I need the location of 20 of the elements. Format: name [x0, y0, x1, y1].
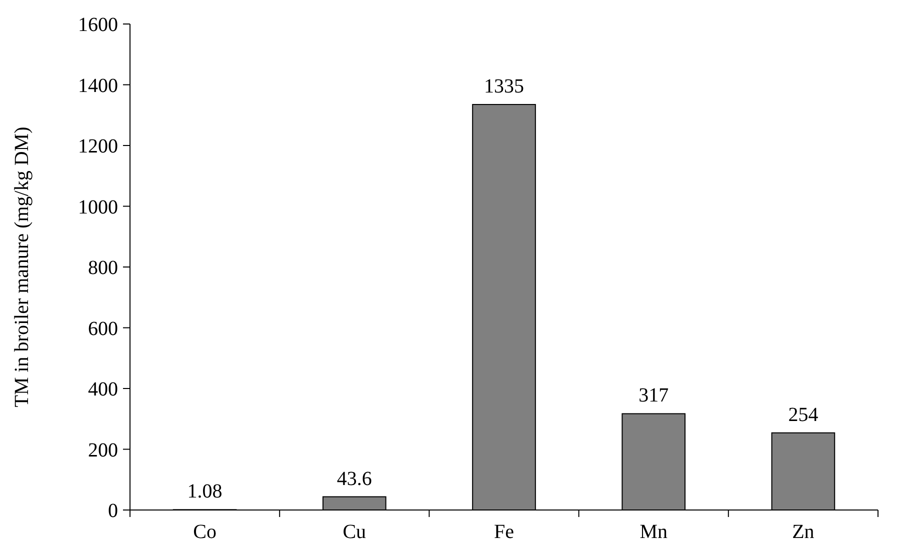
data-label: 43.6: [336, 468, 372, 490]
data-label: 254: [788, 404, 818, 426]
y-tick-label: 0: [108, 500, 118, 522]
y-tick-label: 400: [88, 378, 118, 400]
y-tick-label: 200: [88, 439, 118, 462]
y-tick-label: 600: [88, 318, 118, 340]
x-tick-label: Mn: [640, 521, 668, 543]
y-tick-label: 800: [88, 257, 118, 279]
x-tick-label: Co: [193, 521, 216, 543]
x-tick-label: Zn: [792, 521, 814, 543]
y-tick-label: 1000: [78, 196, 118, 218]
x-tick-label: Fe: [494, 521, 514, 543]
y-tick-label: 1600: [78, 14, 118, 36]
x-tick-label: Cu: [342, 521, 366, 543]
data-label: 1.08: [187, 480, 222, 503]
y-tick-label: 1200: [78, 136, 118, 158]
y-tick-label: 1400: [78, 74, 118, 97]
y-axis-title: TM in broiler manure (mg/kg DM): [11, 126, 33, 408]
data-label: 1335: [484, 75, 524, 98]
data-label: 317: [638, 384, 669, 407]
